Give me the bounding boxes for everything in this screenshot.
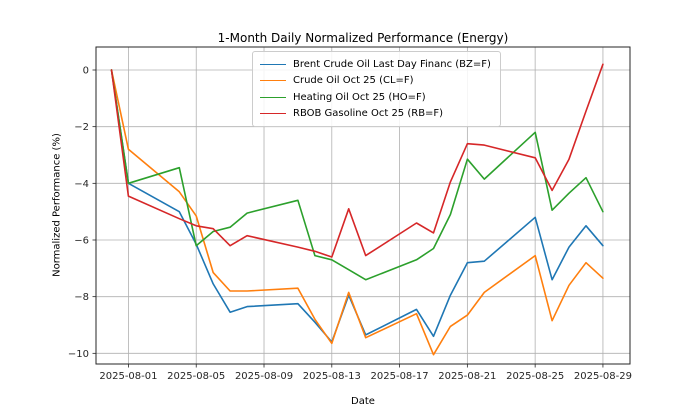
chart-title: 1-Month Daily Normalized Performance (En… <box>217 31 509 45</box>
legend-label: Heating Oil Oct 25 (HO=F) <box>293 91 426 103</box>
legend-label: Brent Crude Oil Last Day Financ (BZ=F) <box>293 58 491 70</box>
legend-label: Crude Oil Oct 25 (CL=F) <box>293 75 414 87</box>
x-axis-label: Date <box>351 396 375 407</box>
y-tick-label: −8 <box>74 292 89 303</box>
x-tick-label: 2025-08-17 <box>371 371 429 382</box>
y-axis-label: Normalized Performance (%) <box>51 133 63 277</box>
x-tick-label: 2025-08-13 <box>303 371 361 382</box>
legend-item-4: RBOB Gasoline Oct 25 (RB=F) <box>260 106 491 123</box>
legend-line-swatch <box>260 96 286 98</box>
y-tick-label: 0 <box>83 66 89 77</box>
series-line-3 <box>110 69 604 281</box>
legend-line-swatch <box>260 113 286 115</box>
x-tick-label: 2025-08-05 <box>167 371 225 382</box>
x-tick-label: 2025-08-29 <box>574 371 632 382</box>
series-line-2 <box>110 69 604 356</box>
x-tick-label: 2025-08-01 <box>99 371 157 382</box>
legend-line-swatch <box>260 80 286 82</box>
y-tick-label: −6 <box>74 235 89 246</box>
y-tick-label: −4 <box>74 179 89 190</box>
y-tick-label: −2 <box>74 122 89 133</box>
x-tick-label: 2025-08-21 <box>438 371 496 382</box>
x-tick-label: 2025-08-09 <box>235 371 293 382</box>
legend-item-1: Brent Crude Oil Last Day Financ (BZ=F) <box>260 56 491 73</box>
y-tick-label: −10 <box>68 349 89 360</box>
legend: Brent Crude Oil Last Day Financ (BZ=F) Cr… <box>252 51 501 127</box>
legend-line-swatch <box>260 63 286 65</box>
legend-item-2: Crude Oil Oct 25 (CL=F) <box>260 73 491 90</box>
legend-label: RBOB Gasoline Oct 25 (RB=F) <box>293 108 444 120</box>
legend-item-3: Heating Oil Oct 25 (HO=F) <box>260 89 491 106</box>
series-line-4 <box>110 63 604 258</box>
plot-border <box>95 46 631 365</box>
x-tick-label: 2025-08-25 <box>506 371 564 382</box>
